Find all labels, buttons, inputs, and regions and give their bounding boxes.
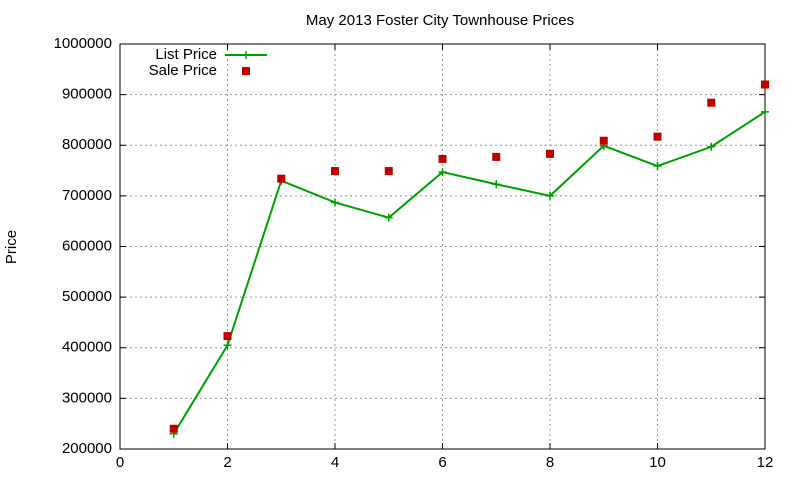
x-tick-label: 12 — [757, 454, 774, 471]
point-marker — [384, 213, 393, 222]
series-line — [172, 110, 766, 435]
y-tick-label: 500000 — [62, 288, 112, 305]
point-marker — [438, 154, 447, 163]
point-marker — [331, 167, 339, 176]
point-marker — [707, 142, 716, 151]
chart-title: May 2013 Foster City Townhouse Prices — [306, 12, 574, 29]
x-tick-label: 10 — [649, 454, 666, 471]
legend-marker — [242, 67, 250, 75]
plot-frame — [119, 43, 766, 450]
x-tick-label: 2 — [223, 454, 231, 471]
y-tick-label: 900000 — [62, 86, 112, 103]
point-marker — [223, 341, 232, 350]
x-tick-label: 8 — [546, 454, 554, 471]
x-tick-label: 0 — [116, 454, 124, 471]
point-marker — [599, 136, 608, 145]
y-tick-label: 200000 — [62, 440, 112, 457]
legend-label: List Price — [155, 46, 217, 63]
y-tick-label: 300000 — [62, 389, 112, 406]
x-tick-label: 4 — [331, 454, 339, 471]
y-tick-label: 600000 — [62, 237, 112, 254]
point-marker — [277, 174, 286, 183]
point-marker — [492, 152, 501, 161]
y-tick-label: 700000 — [62, 187, 112, 204]
point-marker — [331, 198, 339, 207]
y-tick-label: 400000 — [62, 339, 112, 356]
point-marker — [653, 162, 662, 171]
point-marker — [546, 149, 554, 158]
point-marker — [761, 80, 769, 89]
point-marker — [761, 107, 769, 116]
point-marker — [707, 98, 716, 107]
x-tick-label: 6 — [438, 454, 446, 471]
point-marker — [653, 132, 662, 141]
y-tick-label: 1000000 — [54, 35, 112, 52]
legend-label: Sale Price — [149, 62, 217, 79]
point-marker — [169, 424, 178, 433]
point-marker — [546, 191, 554, 200]
legend-marker — [242, 51, 250, 59]
y-axis-label: Price — [3, 230, 20, 264]
point-marker — [384, 167, 393, 176]
point-marker — [223, 332, 232, 341]
point-marker — [492, 180, 501, 189]
y-tick-label: 800000 — [62, 136, 112, 153]
point-marker — [438, 168, 447, 177]
